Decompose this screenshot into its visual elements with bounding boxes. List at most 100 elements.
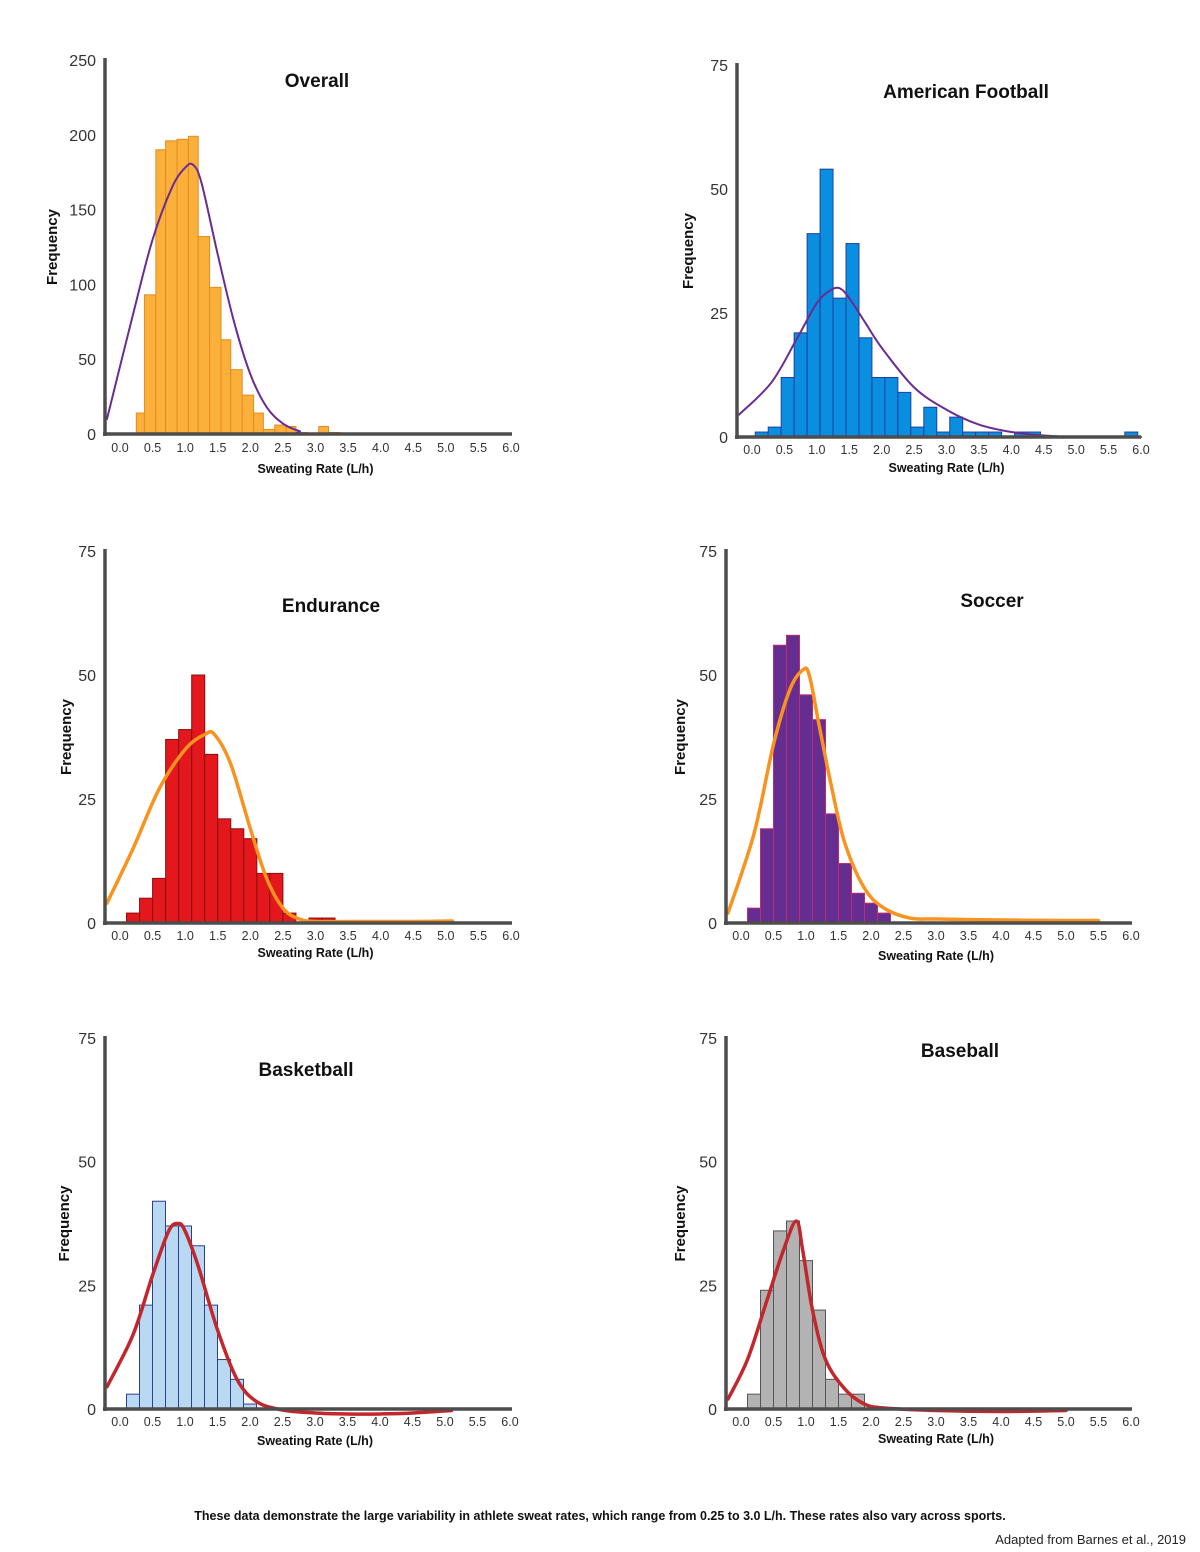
histogram-bar (155, 149, 167, 435)
x-tick-label: 6.0 (502, 929, 519, 943)
histogram-bar (209, 286, 222, 435)
histogram-bar (825, 813, 839, 924)
x-tick-label: 2.0 (242, 929, 259, 943)
x-tick-label: 2.0 (873, 443, 890, 457)
x-tick-label: 3.0 (307, 929, 324, 943)
fit-curve (105, 1221, 454, 1416)
histogram-bar (786, 1220, 800, 1410)
x-tick-label: 4.5 (405, 441, 422, 455)
y-tick-label: 75 (699, 544, 717, 561)
histogram-bar (786, 634, 800, 924)
x-tick-label: 2.0 (862, 1415, 879, 1429)
y-tick-label: 25 (699, 1278, 717, 1295)
x-tick-label: 2.5 (274, 1415, 291, 1429)
y-tick-label: 250 (69, 53, 96, 70)
x-tick-label: 5.5 (1090, 1415, 1107, 1429)
x-tick-label: 0.5 (144, 441, 161, 455)
panel-overall: 0 50 100 150 200 250 0.0 0.5 1.0 1.5 2.0 2.5 3.0 3.5 4… (44, 53, 520, 476)
x-tick-label: 5.0 (437, 929, 454, 943)
x-tick-label: 4.0 (371, 1415, 388, 1429)
histogram-bar (135, 412, 145, 435)
histogram-bar (838, 862, 852, 924)
x-axis-label: Sweating Rate (L/h) (878, 1432, 994, 1446)
histogram-bar (204, 753, 219, 924)
histogram-bar (217, 1359, 231, 1410)
histogram-bar (152, 877, 167, 924)
y-tick-label: 200 (69, 128, 96, 145)
histogram-bar (897, 391, 912, 438)
x-tick-label: 0.0 (111, 1415, 128, 1429)
y-tick-label: 50 (710, 182, 728, 199)
histogram-bar (217, 818, 232, 924)
x-tick-label: 2.5 (905, 443, 922, 457)
x-tick-label: 2.5 (895, 929, 912, 943)
source-credit: Adapted from Barnes et al., 2019 (995, 1532, 1186, 1547)
histogram-bar (799, 694, 813, 924)
y-tick-label: 150 (69, 203, 96, 220)
y-tick-label: 0 (719, 430, 728, 447)
x-tick-label: 6.0 (1122, 929, 1139, 943)
y-tick-label: 25 (699, 792, 717, 809)
x-tick-label: 0.0 (732, 929, 749, 943)
x-tick-label: 4.0 (372, 441, 389, 455)
fit-curve (105, 162, 512, 436)
x-tick-label: 1.0 (176, 441, 193, 455)
x-tick-label: 2.0 (241, 1415, 258, 1429)
histogram-bar (851, 892, 865, 924)
histogram-bar (143, 294, 157, 435)
histogram-bar (864, 902, 878, 924)
x-tick-label: 3.5 (960, 1415, 977, 1429)
x-tick-label: 4.5 (1025, 929, 1042, 943)
chart-title: Baseball (921, 1041, 999, 1062)
x-tick-label: 0.0 (111, 929, 128, 943)
chart-title: Soccer (960, 591, 1024, 612)
y-tick-label: 75 (78, 1031, 96, 1048)
fit-curve (726, 666, 1101, 923)
y-tick-label: 75 (699, 1031, 717, 1048)
x-tick-label: 1.5 (830, 929, 847, 943)
y-tick-label: 50 (699, 1155, 717, 1172)
x-tick-label: 5.5 (470, 441, 487, 455)
x-tick-label: 5.0 (1057, 1415, 1074, 1429)
x-tick-label: 3.0 (927, 1415, 944, 1429)
histogram-bar (220, 339, 232, 435)
x-tick-label: 3.0 (938, 443, 955, 457)
histogram-bar (139, 897, 154, 924)
x-tick-label: 3.0 (306, 1415, 323, 1429)
panel-american-football: 0 25 50 75 0.0 0.5 1.0 1.5 2.0 2.5 3.0 3.5 4.0 4.5 5.0… (680, 58, 1150, 475)
x-tick-label: 1.0 (176, 1415, 193, 1429)
x-axis-label: Sweating Rate (L/h) (258, 462, 374, 476)
histogram-bar (178, 729, 193, 924)
x-tick-label: 6.0 (502, 441, 519, 455)
histogram-bar (832, 297, 847, 438)
x-tick-label: 3.5 (339, 1415, 356, 1429)
histogram-bar (126, 1393, 140, 1410)
histogram-bar (838, 1393, 852, 1410)
x-tick-label: 1.5 (209, 1415, 226, 1429)
histogram-bar (858, 337, 873, 438)
x-tick-label: 1.5 (841, 443, 858, 457)
x-tick-label: 0.0 (111, 441, 128, 455)
y-tick-label: 50 (78, 1155, 96, 1172)
y-tick-label: 75 (710, 58, 728, 75)
y-tick-label: 25 (710, 306, 728, 323)
x-tick-label: 3.5 (339, 441, 356, 455)
x-tick-label: 0.5 (144, 1415, 161, 1429)
x-tick-label: 1.5 (209, 929, 226, 943)
x-tick-label: 2.5 (274, 441, 291, 455)
y-axis-label: Frequency (44, 208, 61, 285)
histogram-bar (139, 1304, 153, 1410)
chart-title: American Football (883, 82, 1049, 103)
histogram-bar (825, 1378, 839, 1410)
x-tick-label: 1.0 (797, 929, 814, 943)
x-tick-label: 4.5 (1025, 1415, 1042, 1429)
panel-basketball: 0 25 50 75 0.0 0.5 1.0 1.5 2.0 2.5 3.0 3.5 4.0 4.5 5.0… (56, 1031, 519, 1448)
histogram-bar (165, 1225, 179, 1410)
x-tick-label: 0.5 (765, 929, 782, 943)
histogram-bar (230, 828, 245, 924)
x-tick-label: 1.0 (797, 1415, 814, 1429)
x-tick-label: 4.0 (1003, 443, 1020, 457)
histogram-bar (949, 416, 964, 438)
y-axis-label: Frequency (56, 1185, 73, 1262)
histogram-bar (760, 1289, 774, 1410)
